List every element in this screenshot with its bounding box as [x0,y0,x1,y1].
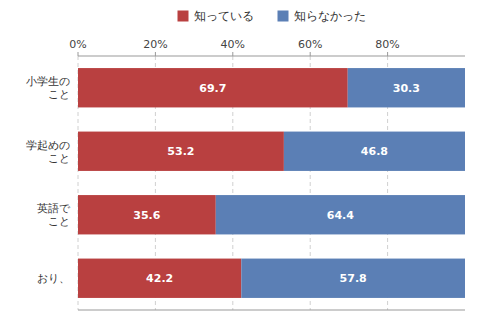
data-label: 69.7 [199,82,226,95]
data-label: 42.2 [146,272,173,285]
category-label: おり、 [37,272,70,285]
x-axis: 0% 20% 40% 60% 80% [69,38,465,310]
category-label: 小学生のこと [26,75,70,101]
legend-item: 知っている [178,9,254,23]
data-label: 46.8 [361,145,388,158]
category-label-line: おり、 [37,272,70,285]
axis-line [78,56,465,57]
tick-mark [310,52,311,56]
y-axis: 小学生のこと学起めのこと英語でことおり、 [26,75,71,285]
bar [78,195,216,234]
bar [348,68,465,107]
chart: 0%20%40%60%80%小学生のこと学起めのこと英語でことおり、69.753… [0,0,480,320]
category-label-line: こと [48,152,70,165]
data-label: 64.4 [327,209,354,222]
frame-line [78,310,465,311]
bar [241,259,465,298]
category-label: 英語でこと [37,202,71,228]
category-label-line: 学起めの [26,139,70,152]
bar [216,195,465,234]
tick-label: 20% [143,38,167,51]
legend-swatch [178,11,189,22]
legend-item: 知らなかった [278,9,366,23]
bar [78,68,348,107]
tick-label: 80% [375,38,399,51]
tick-label: 60% [298,38,322,51]
legend-label: 知らなかった [294,9,366,23]
tick-mark [232,52,233,56]
category-label: 学起めのこと [26,139,70,165]
tick-mark [78,52,79,56]
legend: 知っている 知らなかった [178,9,366,23]
legend-label: 知っている [194,9,254,23]
bar [284,132,465,171]
tick-label: 0% [69,38,86,51]
legend-swatch [278,11,289,22]
data-label: 57.8 [340,272,367,285]
bar [78,132,284,171]
data-labels: 69.7 53.2 35.6 42.2 30.3 46.8 64.4 57.8 [133,82,420,286]
data-label: 30.3 [393,82,420,95]
category-label-line: こと [48,215,70,228]
tick-mark [387,52,388,56]
tick-mark [155,52,156,56]
bar [78,259,241,298]
tick-label: 40% [221,38,245,51]
data-label: 53.2 [167,145,194,158]
grid [78,56,388,310]
category-label-line: 英語で [37,202,71,215]
data-label: 35.6 [133,209,160,222]
category-label-line: こと [48,88,70,101]
category-label-line: 小学生の [26,75,70,88]
bars [78,68,465,298]
